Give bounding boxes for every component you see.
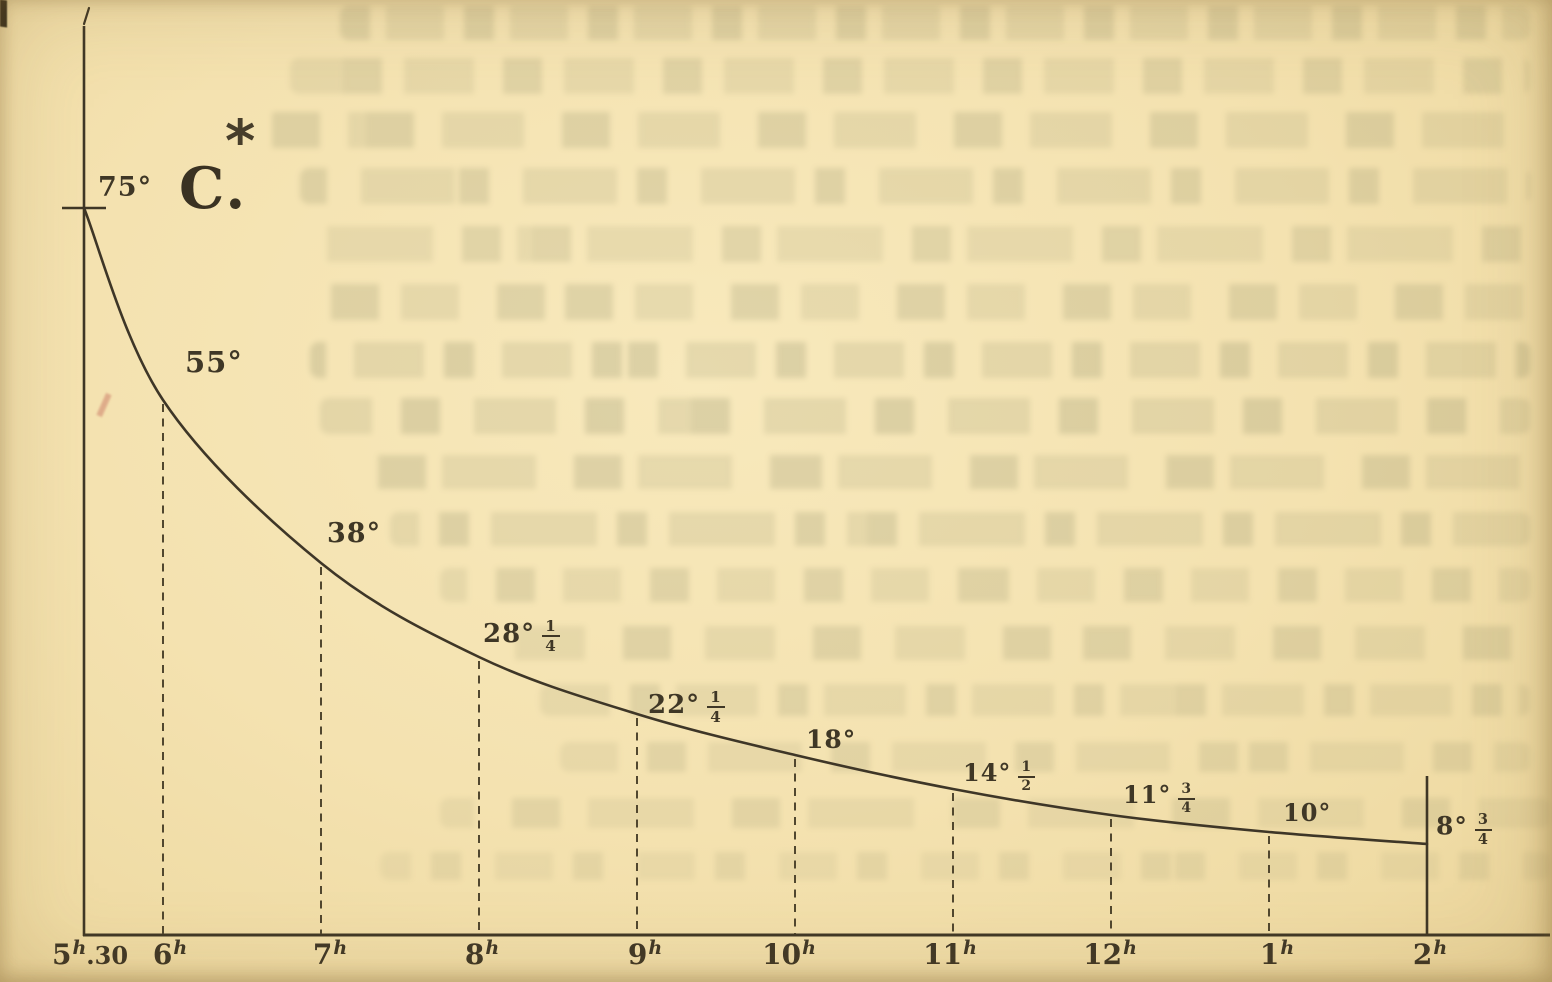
temp-label-9h: 22° 1 4: [648, 688, 725, 725]
temp-label-6h: 55°: [185, 348, 243, 377]
fraction-denominator: 4: [1178, 798, 1196, 816]
fraction-denominator: 4: [542, 635, 560, 654]
fraction-denominator: 4: [707, 706, 725, 725]
temp-value: 75°: [98, 172, 153, 203]
temp-value: 8°: [1436, 811, 1468, 841]
tick-hour: 11: [923, 938, 963, 971]
fraction-numerator: 3: [1477, 811, 1489, 828]
fraction-denominator: 4: [1474, 828, 1492, 848]
tick-hour-superscript: h: [1123, 937, 1137, 959]
x-tick-11h: 11h: [923, 938, 977, 971]
tick-hour: 9: [627, 938, 648, 971]
x-tick-2h: 2h: [1412, 938, 1447, 971]
fraction-denominator: 2: [1018, 776, 1036, 794]
y-axis-top-tick: [82, 6, 91, 26]
fraction-numerator: 1: [545, 617, 557, 635]
tick-hour-superscript: h: [802, 937, 816, 959]
x-tick-12h: 12h: [1083, 938, 1137, 971]
temp-value: 22°: [648, 690, 701, 721]
tick-hour: 2: [1412, 938, 1433, 971]
temp-value: 38°: [327, 518, 382, 549]
temp-label-10h: 18°: [806, 727, 856, 752]
tick-hour: 8: [464, 938, 485, 971]
cooling-curve: [82, 206, 1429, 846]
tick-hour-superscript: h: [72, 937, 87, 959]
temp-label-2h: 8° 3 4: [1436, 811, 1492, 848]
temp-value: 28°: [483, 619, 536, 650]
tick-hour: 5: [51, 938, 72, 971]
x-tick-6h: 6h: [152, 938, 187, 971]
temp-value: 14°: [963, 758, 1012, 787]
temp-label-7h: 38°: [327, 520, 381, 547]
x-tick-7h: 7h: [312, 938, 347, 971]
tick-hour-superscript: h: [333, 937, 348, 959]
temp-label-5h30: 75°: [98, 174, 152, 201]
tick-hour-superscript: h: [1433, 937, 1448, 959]
curve-title: C.: [179, 155, 248, 222]
x-tick-9h: 9h: [627, 938, 662, 971]
temp-value: 18°: [806, 725, 857, 754]
fraction-numerator: 3: [1181, 781, 1193, 798]
fraction-numerator: 1: [1021, 759, 1033, 776]
temp-label-11h: 14° 1 2: [963, 758, 1036, 794]
x-tick-5h30: 5h.30: [51, 938, 129, 971]
tick-hour: 12: [1083, 938, 1123, 971]
x-tick-8h: 8h: [464, 938, 499, 971]
temp-label-12h: 11° 3 4: [1123, 780, 1196, 816]
fraction-numerator: 1: [710, 688, 722, 706]
tick-hour-superscript: h: [173, 937, 188, 959]
temp-label-8h: 28° 1 4: [483, 617, 560, 654]
tick-hour: 1: [1259, 938, 1280, 971]
temp-value: 55°: [185, 345, 243, 379]
tick-minutes: .30: [86, 941, 129, 970]
tick-hour: 10: [762, 938, 802, 971]
x-tick-1h: 1h: [1259, 938, 1294, 971]
tick-hour-superscript: h: [963, 937, 977, 959]
tick-hour-superscript: h: [485, 937, 500, 959]
footnote-asterisk-icon: *: [225, 107, 256, 175]
temp-value: 11°: [1123, 780, 1172, 809]
tick-hour: 7: [312, 938, 333, 971]
temp-value: 10°: [1283, 798, 1332, 827]
x-tick-10h: 10h: [762, 938, 816, 971]
temp-label-1h: 10°: [1283, 801, 1331, 825]
tick-hour: 6: [152, 938, 173, 971]
tick-hour-superscript: h: [1280, 937, 1295, 959]
tick-hour-superscript: h: [648, 937, 663, 959]
